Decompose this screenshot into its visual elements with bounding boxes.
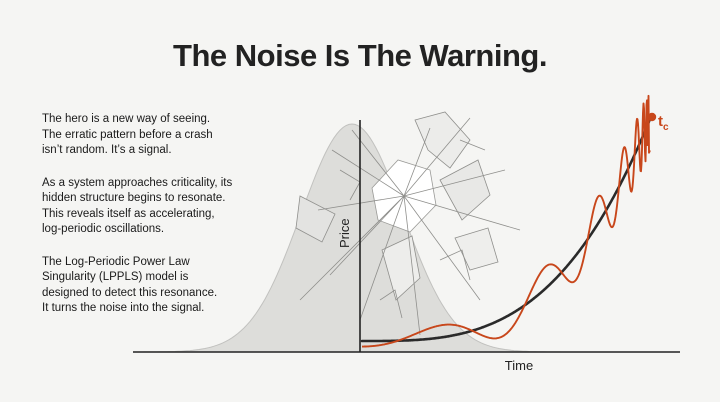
y-axis-label: Price xyxy=(337,218,352,248)
text-line: log-periodic oscillations. xyxy=(42,223,165,235)
page-title: The Noise Is The Warning. xyxy=(173,38,547,73)
critical-time-subscript: c xyxy=(663,122,669,133)
text-line: This reveals itself as accelerating, xyxy=(42,207,215,220)
text-line: Singularity (LPPLS) model is xyxy=(42,271,189,283)
critical-time-point xyxy=(647,112,657,122)
paragraph-criticality: As a system approaches criticality, its … xyxy=(42,176,274,238)
shattered-glass-effect xyxy=(295,111,521,336)
critical-time-label: tc xyxy=(658,113,669,133)
paragraph-intro: The hero is a new way of seeing. The err… xyxy=(42,112,274,159)
text-line: The erratic pattern before a crash xyxy=(42,128,213,141)
glass-shard xyxy=(439,159,491,221)
glass-shard xyxy=(414,111,471,169)
crack-lines xyxy=(299,117,521,336)
explanation-text: The hero is a new way of seeing. The err… xyxy=(42,112,274,334)
text-line: hidden structure begins to resonate. xyxy=(42,192,226,204)
text-line: The Log-Periodic Power Law xyxy=(42,255,190,268)
x-axis-label: Time xyxy=(505,358,533,373)
log-periodic-oscillation xyxy=(361,94,651,348)
text-line: It turns the noise into the signal. xyxy=(42,302,205,314)
critical-time-t: t xyxy=(658,113,663,130)
glass-shard xyxy=(295,195,336,243)
text-line: isn’t random. It’s a signal. xyxy=(42,144,172,156)
text-line: As a system approaches criticality, its xyxy=(42,176,233,189)
paragraph-lppls: The Log-Periodic Power Law Singularity (… xyxy=(42,255,274,317)
text-line: The hero is a new way of seeing. xyxy=(42,113,211,125)
bell-curve xyxy=(133,123,585,353)
text-line: designed to detect this resonance. xyxy=(42,286,218,299)
power-law-trend-line xyxy=(360,117,652,343)
glass-shard xyxy=(454,227,499,271)
